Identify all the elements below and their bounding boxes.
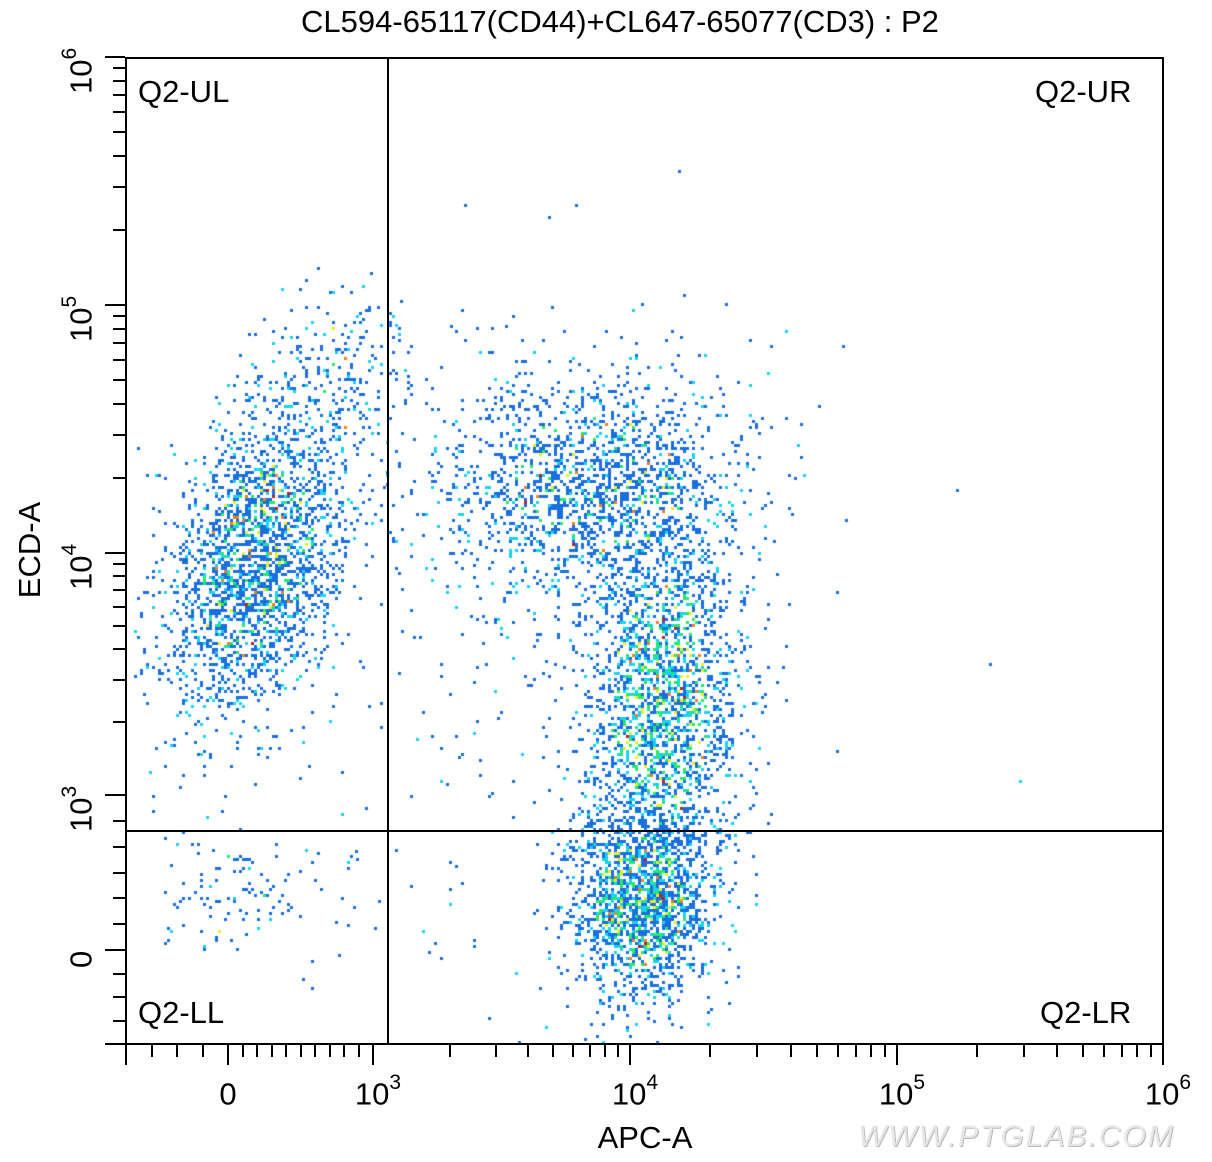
- x-tick-label-1e6: 106: [1144, 1071, 1192, 1112]
- x-tick-label-1e4: 104: [611, 1071, 659, 1112]
- quadrant-label-ll: Q2-LL: [138, 995, 225, 1030]
- quadrant-gate-horizontal-line[interactable]: [125, 830, 1164, 832]
- x-tick-label-1e5: 105: [878, 1071, 926, 1112]
- plot-frame: [125, 57, 1164, 1045]
- watermark: WWW.PTGLAB.COM: [858, 1120, 1175, 1153]
- x-axis-title: APC-A: [597, 1120, 693, 1155]
- quadrant-label-lr: Q2-LR: [1040, 995, 1132, 1030]
- quadrant-label-ul: Q2-UL: [138, 74, 230, 109]
- x-tick-label-1e3: 103: [354, 1071, 402, 1112]
- y-tick-label-1e4: 104: [58, 543, 99, 590]
- x-tick-label-0: 0: [219, 1076, 237, 1112]
- chart-title: CL594-65117(CD44)+CL647-65077(CD3) : P2: [301, 4, 939, 39]
- scatter-plot-area: [125, 57, 1164, 1045]
- quadrant-label-ur: Q2-UR: [1035, 74, 1132, 109]
- quadrant-gate-vertical-line[interactable]: [387, 57, 389, 1045]
- y-tick-label-0: 0: [63, 950, 99, 968]
- y-tick-label-1e3: 103: [58, 785, 99, 832]
- y-axis-title: ECD-A: [12, 501, 47, 599]
- y-tick-label-1e6: 106: [58, 47, 99, 94]
- y-tick-label-1e5: 105: [58, 295, 99, 342]
